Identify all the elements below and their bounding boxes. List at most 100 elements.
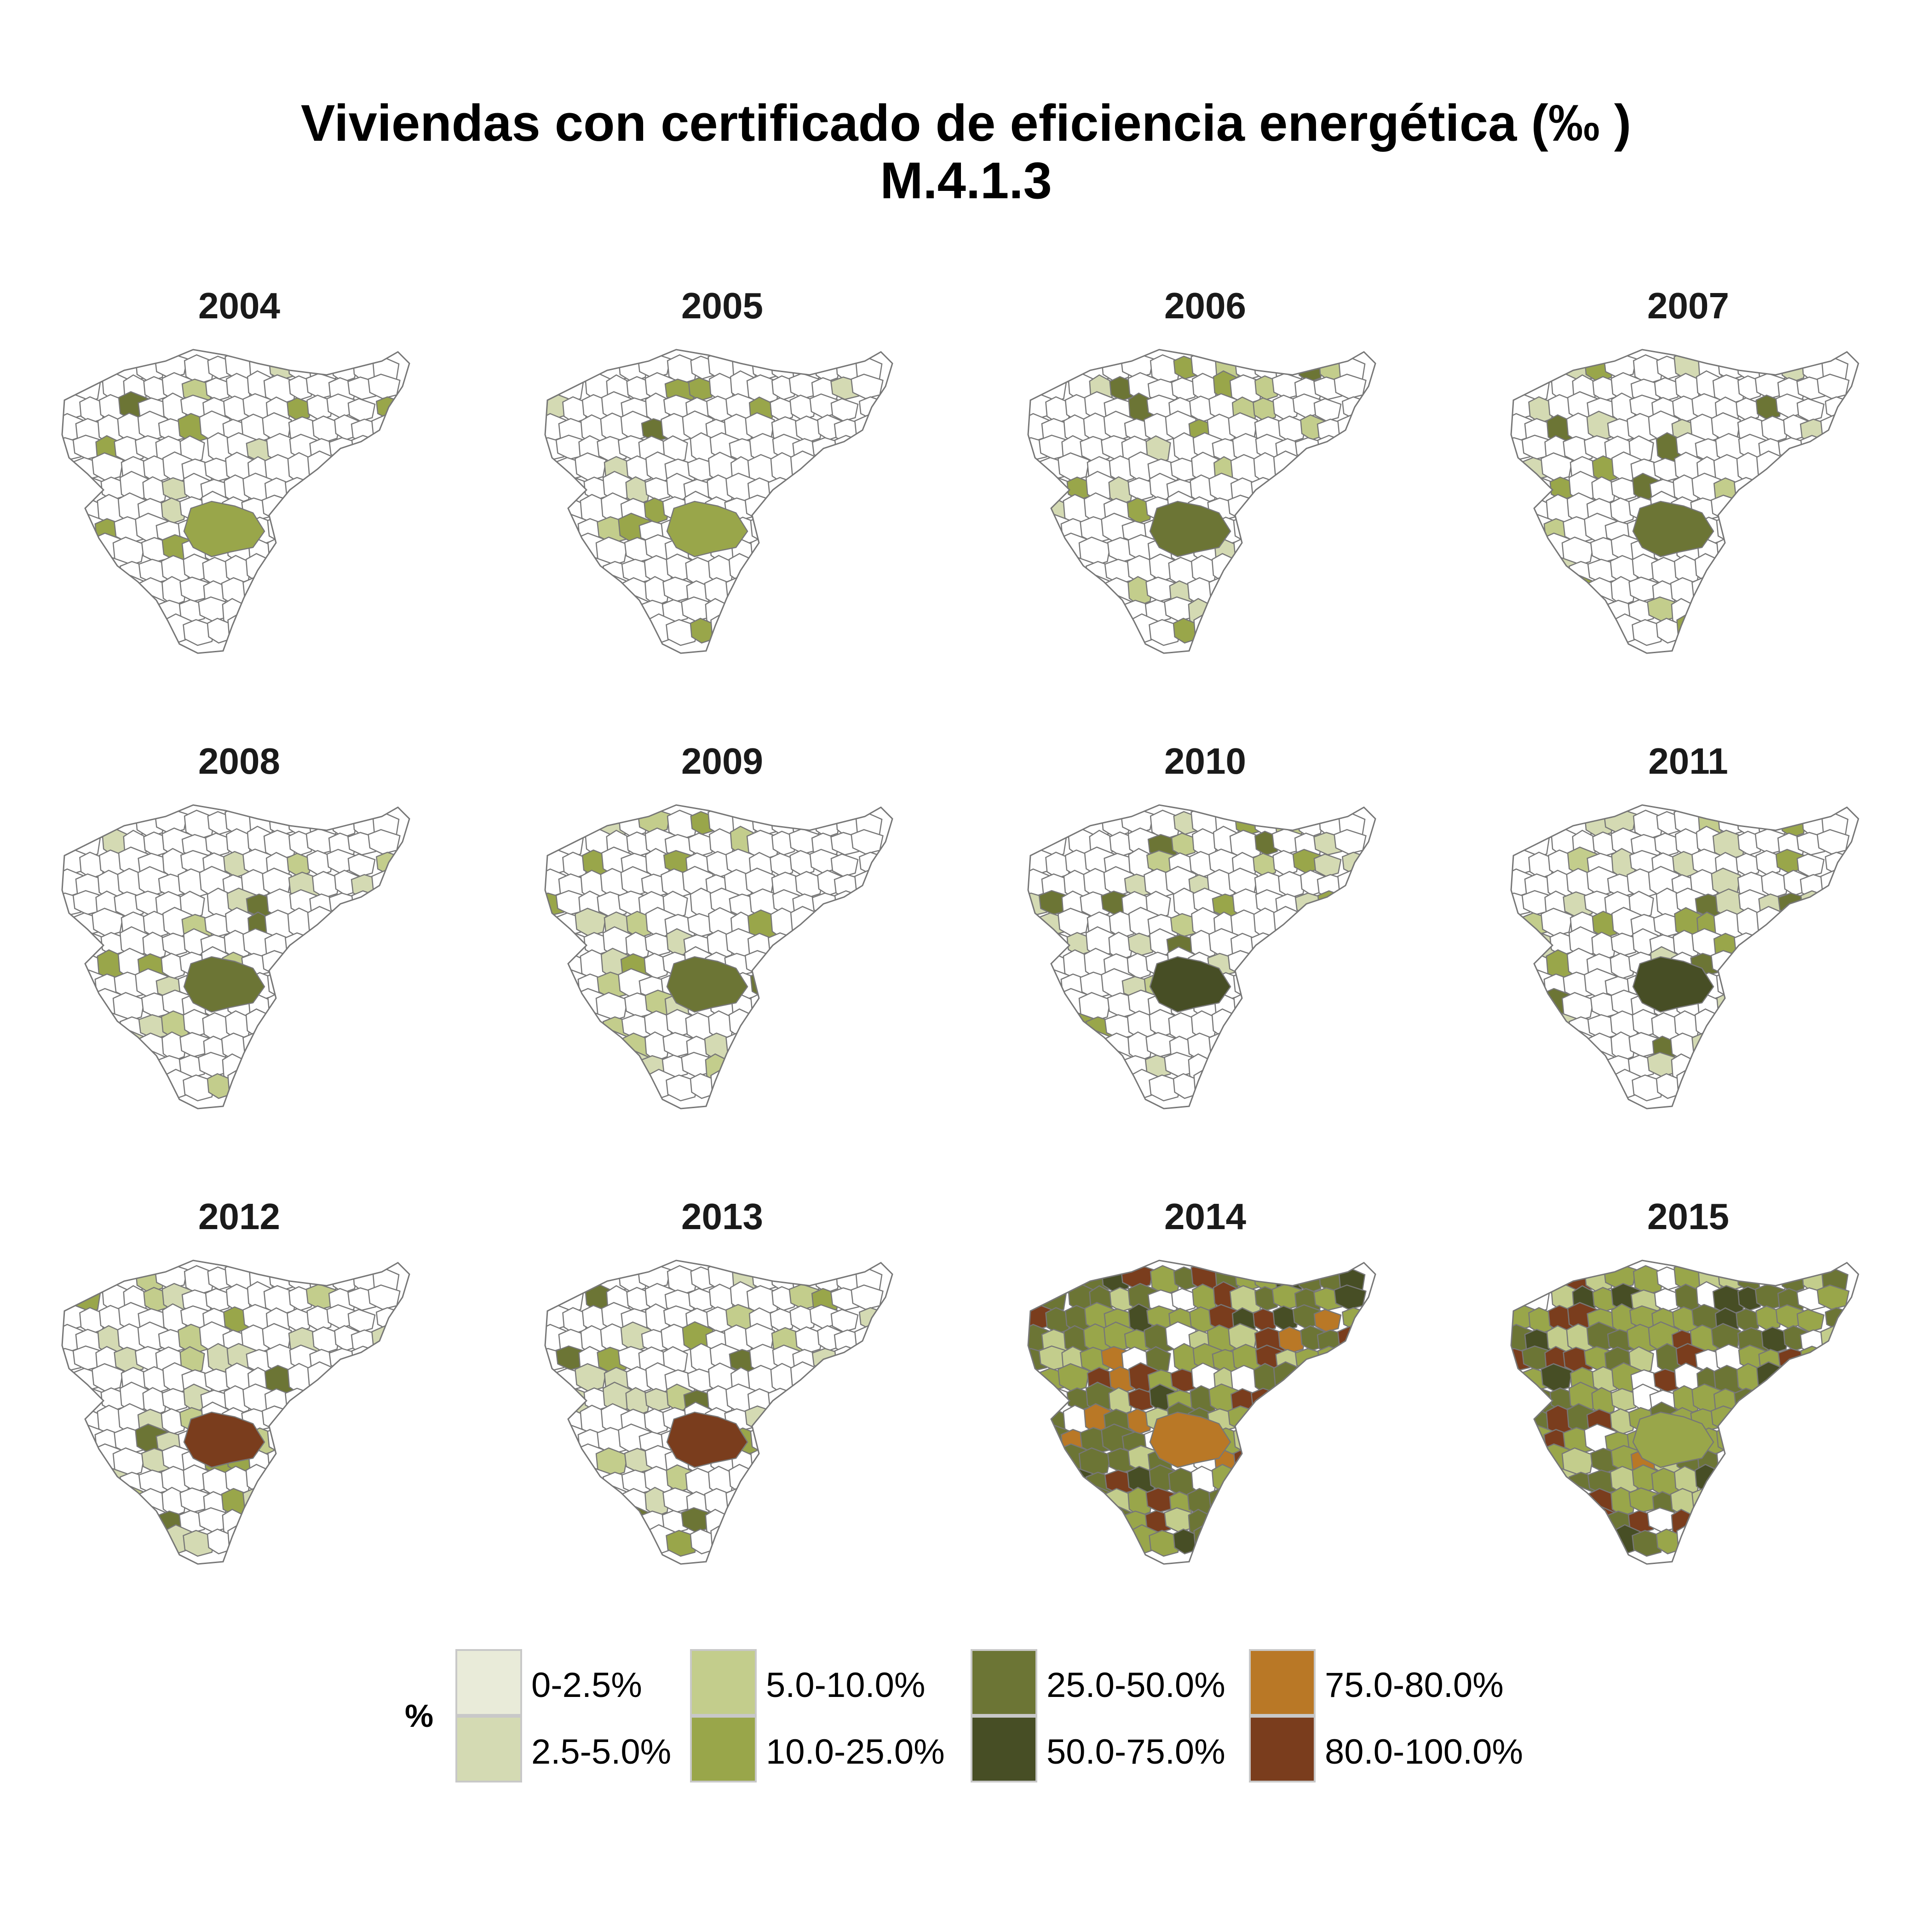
municipality-region — [1803, 1506, 1828, 1531]
municipality-region — [348, 1445, 381, 1475]
municipality-region — [183, 1074, 216, 1102]
municipality-region — [72, 1525, 104, 1556]
central-municipality-region — [666, 1411, 748, 1468]
municipality-region — [1819, 990, 1849, 1016]
municipality-region — [1755, 1464, 1785, 1495]
municipality-region — [1511, 1406, 1536, 1431]
municipality-region — [285, 495, 311, 528]
municipality-region — [813, 616, 841, 647]
municipality-region — [1083, 597, 1112, 624]
municipality-region — [329, 517, 362, 542]
municipality-region — [1028, 970, 1051, 1000]
legend-label: 2.5-5.0% — [531, 1732, 672, 1771]
municipality-region — [853, 990, 883, 1016]
municipality-region — [730, 1532, 758, 1556]
municipality-region — [1028, 951, 1053, 976]
municipality-region — [348, 535, 381, 564]
municipality-region — [1820, 1325, 1854, 1356]
municipality-region — [1758, 1449, 1786, 1479]
municipality-region — [1149, 619, 1182, 646]
municipality-region — [1511, 1467, 1536, 1500]
municipality-region — [373, 494, 405, 526]
municipality-region — [1781, 1030, 1813, 1058]
panel-year-label: 2013 — [681, 1196, 763, 1237]
municipality-region — [730, 1053, 762, 1080]
municipality-region — [1781, 575, 1813, 602]
municipality-region — [1252, 1444, 1284, 1475]
municipality-region — [1298, 1030, 1330, 1058]
municipality-region — [373, 1030, 406, 1062]
municipality-region — [1294, 1468, 1322, 1499]
municipality-region — [284, 1488, 313, 1518]
municipality-region — [1759, 1405, 1793, 1436]
municipality-region — [1817, 1365, 1851, 1390]
municipality-region — [813, 1072, 841, 1102]
municipality-region — [1171, 832, 1198, 857]
municipality-region — [1108, 1387, 1134, 1416]
map-panel-2010: 2010 — [984, 741, 1426, 1155]
municipality-region — [811, 1391, 838, 1415]
municipality-region — [1819, 535, 1849, 560]
municipality-region — [854, 439, 885, 463]
central-municipality-region — [1632, 1411, 1714, 1468]
municipality-region — [1778, 972, 1811, 997]
municipality-region — [791, 1052, 825, 1082]
panel-year-label: 2009 — [681, 741, 763, 782]
municipality-region — [1339, 494, 1371, 526]
municipality-region — [1796, 1309, 1825, 1333]
municipality-region — [1796, 478, 1826, 503]
municipality-region — [136, 616, 164, 644]
municipality-region — [828, 559, 862, 583]
municipality-region — [75, 1489, 109, 1517]
municipality-region — [792, 971, 824, 1002]
municipality-region — [1272, 1009, 1302, 1039]
municipality-region — [545, 495, 570, 520]
municipality-region — [1337, 414, 1371, 445]
municipality-region — [1822, 950, 1854, 981]
municipality-region — [1511, 990, 1532, 1023]
municipality-region — [1337, 1427, 1368, 1458]
municipality-region — [792, 516, 824, 547]
municipality-region — [62, 933, 90, 962]
municipality-region — [1711, 575, 1743, 600]
municipality-region — [1754, 578, 1783, 603]
municipality-region — [788, 1489, 817, 1513]
municipality-region — [1800, 457, 1826, 481]
municipality-region — [62, 970, 85, 1000]
municipality-region — [1524, 1034, 1558, 1062]
municipality-region — [1800, 1368, 1826, 1392]
municipality-region — [371, 1325, 405, 1356]
municipality-region — [345, 1014, 380, 1038]
municipality-region — [789, 850, 817, 876]
municipality-region — [834, 1368, 860, 1392]
municipality-region — [62, 515, 85, 544]
municipality-region — [1779, 1072, 1807, 1102]
municipality-region — [267, 1447, 296, 1476]
legend-label: 25.0-50.0% — [1046, 1666, 1225, 1705]
municipality-region — [1822, 575, 1855, 607]
municipality-region — [545, 1267, 565, 1292]
municipality-region — [1741, 600, 1766, 627]
municipality-region — [1511, 970, 1534, 1000]
municipality-region — [309, 993, 337, 1024]
municipality-region — [811, 1447, 843, 1477]
municipality-region — [330, 1072, 358, 1102]
municipality-region — [1314, 990, 1347, 1019]
municipality-region — [62, 1529, 84, 1556]
municipality-region — [768, 615, 803, 644]
municipality-region — [1511, 1074, 1533, 1100]
municipality-region — [545, 951, 570, 976]
municipality-region — [770, 852, 795, 877]
municipality-region — [831, 1445, 864, 1475]
municipality-region — [834, 457, 860, 481]
municipality-region — [329, 1052, 363, 1079]
municipality-region — [851, 1008, 881, 1041]
municipality-region — [269, 1049, 299, 1081]
municipality-region — [352, 967, 380, 999]
municipality-region — [1545, 599, 1574, 626]
municipality-region — [62, 1506, 85, 1535]
municipality-region — [116, 1530, 143, 1556]
municipality-region — [345, 559, 380, 583]
municipality-region — [1057, 908, 1090, 937]
municipality-region — [1127, 477, 1156, 501]
